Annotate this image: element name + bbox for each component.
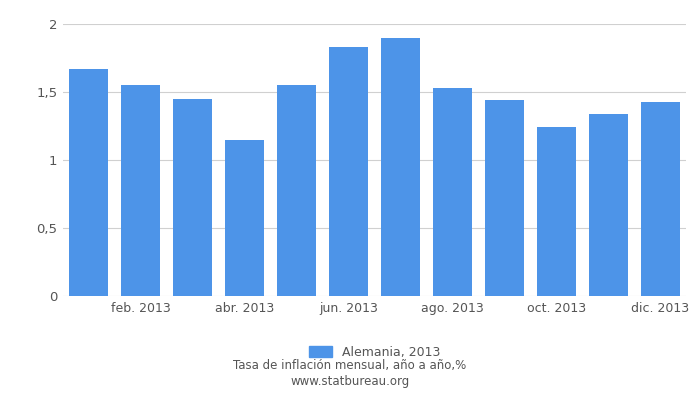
Bar (485, 100, 524, 296)
Bar (277, 85, 316, 296)
Text: Tasa de inflación mensual, año a año,%: Tasa de inflación mensual, año a año,% (233, 360, 467, 372)
Bar (640, 102, 680, 296)
Bar (329, 47, 368, 296)
Legend: Alemania, 2013: Alemania, 2013 (309, 346, 440, 359)
Bar (121, 85, 160, 296)
Bar (225, 140, 264, 296)
Bar (381, 38, 420, 296)
Bar (69, 69, 108, 296)
Bar (589, 114, 628, 296)
Bar (537, 127, 575, 296)
Text: www.statbureau.org: www.statbureau.org (290, 376, 410, 388)
Bar (433, 88, 472, 296)
Bar (174, 99, 212, 296)
